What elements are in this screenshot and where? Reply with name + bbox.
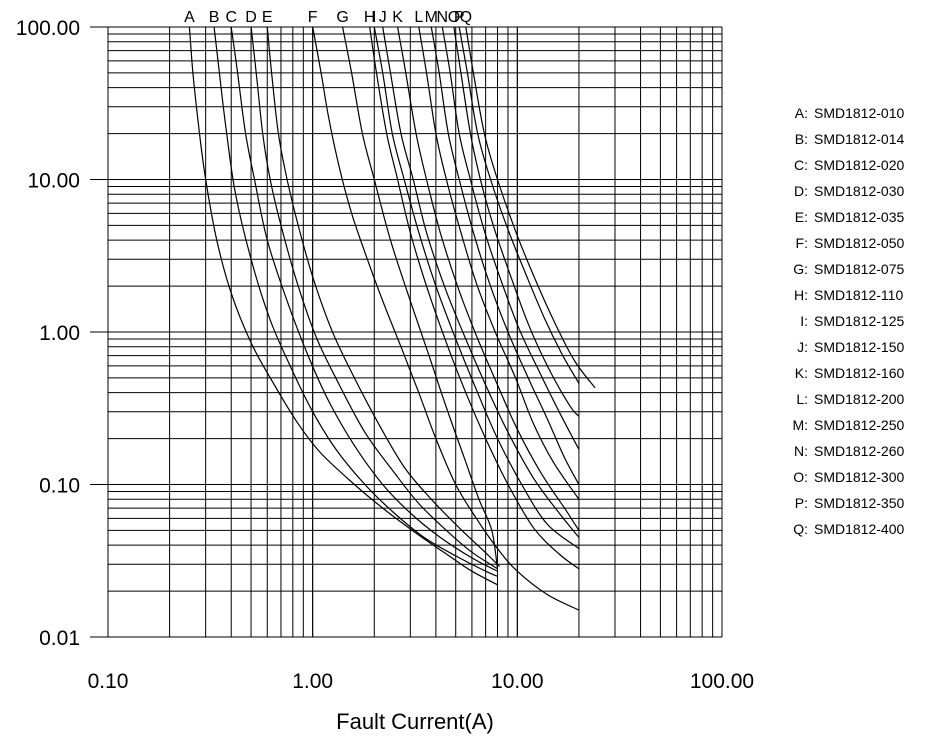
legend-letter: H: bbox=[794, 287, 808, 303]
legend-letter: G: bbox=[793, 261, 808, 277]
legend-entry-name: SMD1812-075 bbox=[814, 261, 904, 277]
curve-f bbox=[312, 26, 580, 611]
legend: A: SMD1812-010 B: SMD1812-014 C: SMD1812-020 D… bbox=[792, 105, 904, 537]
legend-letter: F: bbox=[796, 235, 808, 251]
legend-letter: K: bbox=[795, 365, 808, 381]
legend-entry-name: SMD1812-010 bbox=[814, 105, 904, 121]
legend-entry-name: SMD1812-030 bbox=[814, 183, 904, 199]
legend-entry-name: SMD1812-020 bbox=[814, 157, 904, 173]
legend-letter: J: bbox=[797, 339, 808, 355]
tick-labels: 0.01 0.10 1.00 10.00 100.00 0.10 1.00 10.00 100.… bbox=[16, 17, 754, 693]
legend-letter: D: bbox=[794, 183, 808, 199]
y-tick-label: 100.00 bbox=[16, 17, 80, 40]
curve-label-k: K bbox=[392, 9, 403, 26]
curve-l bbox=[418, 26, 580, 500]
grid-lines bbox=[107, 26, 723, 638]
legend-letter: N: bbox=[794, 443, 808, 459]
curve-g bbox=[342, 26, 499, 569]
axes bbox=[90, 26, 108, 638]
legend-entry-name: SMD1812-150 bbox=[814, 339, 904, 355]
legend-letter: L: bbox=[796, 391, 808, 407]
curve-p bbox=[458, 26, 580, 384]
x-tick-label: 10.00 bbox=[491, 670, 544, 693]
curve-label-q: Q bbox=[460, 9, 472, 26]
legend-entry-name: SMD1812-350 bbox=[814, 495, 904, 511]
x-axis-label: Fault Current(A) bbox=[336, 709, 494, 734]
curve-c bbox=[230, 26, 498, 572]
y-tick-label: 0.10 bbox=[39, 475, 80, 498]
curve-q bbox=[465, 26, 596, 389]
legend-entry-name: SMD1812-050 bbox=[814, 235, 904, 251]
legend-entry-name: SMD1812-400 bbox=[814, 521, 904, 537]
curve-label-n: N bbox=[437, 9, 449, 26]
legend-entry-name: SMD1812-125 bbox=[814, 313, 904, 329]
curve-h bbox=[369, 26, 580, 570]
legend-entry-name: SMD1812-035 bbox=[814, 209, 904, 225]
legend-letter: P: bbox=[795, 495, 808, 511]
curves bbox=[188, 26, 596, 611]
curve-o bbox=[453, 26, 580, 417]
curve-label-j: J bbox=[379, 9, 387, 26]
legend-letter: B: bbox=[795, 131, 808, 147]
curve-label-c: C bbox=[225, 9, 237, 26]
legend-letter: C: bbox=[794, 157, 808, 173]
y-tick-label: 10.00 bbox=[27, 170, 80, 193]
curve-label-e: E bbox=[262, 9, 273, 26]
curve-label-f: F bbox=[308, 9, 318, 26]
curve-label-m: M bbox=[425, 9, 438, 26]
x-tick-label: 0.10 bbox=[88, 670, 129, 693]
curve-m bbox=[430, 26, 580, 485]
curve-k bbox=[397, 26, 580, 531]
legend-letter: M: bbox=[792, 417, 808, 433]
legend-letter: A: bbox=[795, 105, 808, 121]
curve-label-a: A bbox=[184, 9, 195, 26]
legend-letter: Q: bbox=[793, 521, 808, 537]
curve-label-i: I bbox=[372, 9, 376, 26]
curve-label-l: L bbox=[414, 9, 423, 26]
x-tick-label: 1.00 bbox=[292, 670, 333, 693]
curve-a bbox=[188, 26, 498, 586]
legend-letter: E: bbox=[795, 209, 808, 225]
legend-entry-name: SMD1812-014 bbox=[814, 131, 904, 147]
curve-label-g: G bbox=[336, 9, 348, 26]
curve-e bbox=[266, 26, 501, 567]
legend-letter: I: bbox=[800, 313, 808, 329]
y-tick-label: 0.01 bbox=[39, 627, 80, 650]
curve-label-b: B bbox=[209, 9, 220, 26]
curve-label-p: P bbox=[454, 9, 465, 26]
legend-entry-name: SMD1812-160 bbox=[814, 365, 904, 381]
curve-label-h: H bbox=[364, 9, 376, 26]
curve-labels: A B C D E F G HI J K L MN OPQ bbox=[184, 9, 472, 26]
curve-label-d: D bbox=[245, 9, 257, 26]
curve-b bbox=[213, 26, 498, 577]
y-tick-label: 1.00 bbox=[39, 322, 80, 345]
legend-entry-name: SMD1812-250 bbox=[814, 417, 904, 433]
x-tick-label: 100.00 bbox=[690, 670, 754, 693]
legend-entry-name: SMD1812-260 bbox=[814, 443, 904, 459]
legend-entry-name: SMD1812-300 bbox=[814, 469, 904, 485]
curve-label-o: O bbox=[448, 9, 460, 26]
curve-i bbox=[373, 26, 580, 550]
legend-entry-name: SMD1812-110 bbox=[814, 287, 903, 303]
curve-d bbox=[250, 26, 498, 570]
legend-entry-name: SMD1812-200 bbox=[814, 391, 904, 407]
curve-n bbox=[441, 26, 580, 450]
curve-j bbox=[382, 26, 580, 538]
legend-letter: O: bbox=[793, 469, 808, 485]
